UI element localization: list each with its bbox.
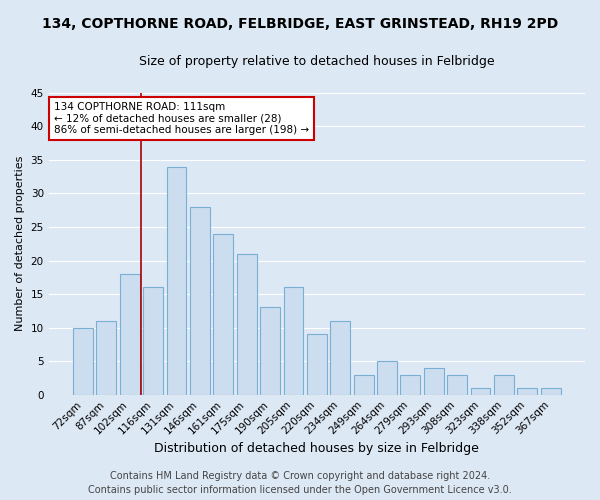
- Bar: [190, 207, 210, 394]
- Bar: [214, 234, 233, 394]
- Text: 134 COPTHORNE ROAD: 111sqm
← 12% of detached houses are smaller (28)
86% of semi: 134 COPTHORNE ROAD: 111sqm ← 12% of deta…: [54, 102, 309, 135]
- Text: 134, COPTHORNE ROAD, FELBRIDGE, EAST GRINSTEAD, RH19 2PD: 134, COPTHORNE ROAD, FELBRIDGE, EAST GRI…: [42, 18, 558, 32]
- Bar: [330, 321, 350, 394]
- Bar: [260, 308, 280, 394]
- Bar: [167, 166, 187, 394]
- X-axis label: Distribution of detached houses by size in Felbridge: Distribution of detached houses by size …: [154, 442, 479, 455]
- Bar: [470, 388, 490, 394]
- Bar: [541, 388, 560, 394]
- Bar: [494, 374, 514, 394]
- Y-axis label: Number of detached properties: Number of detached properties: [15, 156, 25, 332]
- Title: Size of property relative to detached houses in Felbridge: Size of property relative to detached ho…: [139, 55, 494, 68]
- Bar: [307, 334, 327, 394]
- Bar: [284, 288, 304, 395]
- Bar: [353, 374, 374, 394]
- Text: Contains HM Land Registry data © Crown copyright and database right 2024.
Contai: Contains HM Land Registry data © Crown c…: [88, 471, 512, 495]
- Bar: [97, 321, 116, 394]
- Bar: [447, 374, 467, 394]
- Bar: [237, 254, 257, 394]
- Bar: [73, 328, 93, 394]
- Bar: [424, 368, 443, 394]
- Bar: [377, 361, 397, 394]
- Bar: [120, 274, 140, 394]
- Bar: [400, 374, 421, 394]
- Bar: [143, 288, 163, 395]
- Bar: [517, 388, 537, 394]
